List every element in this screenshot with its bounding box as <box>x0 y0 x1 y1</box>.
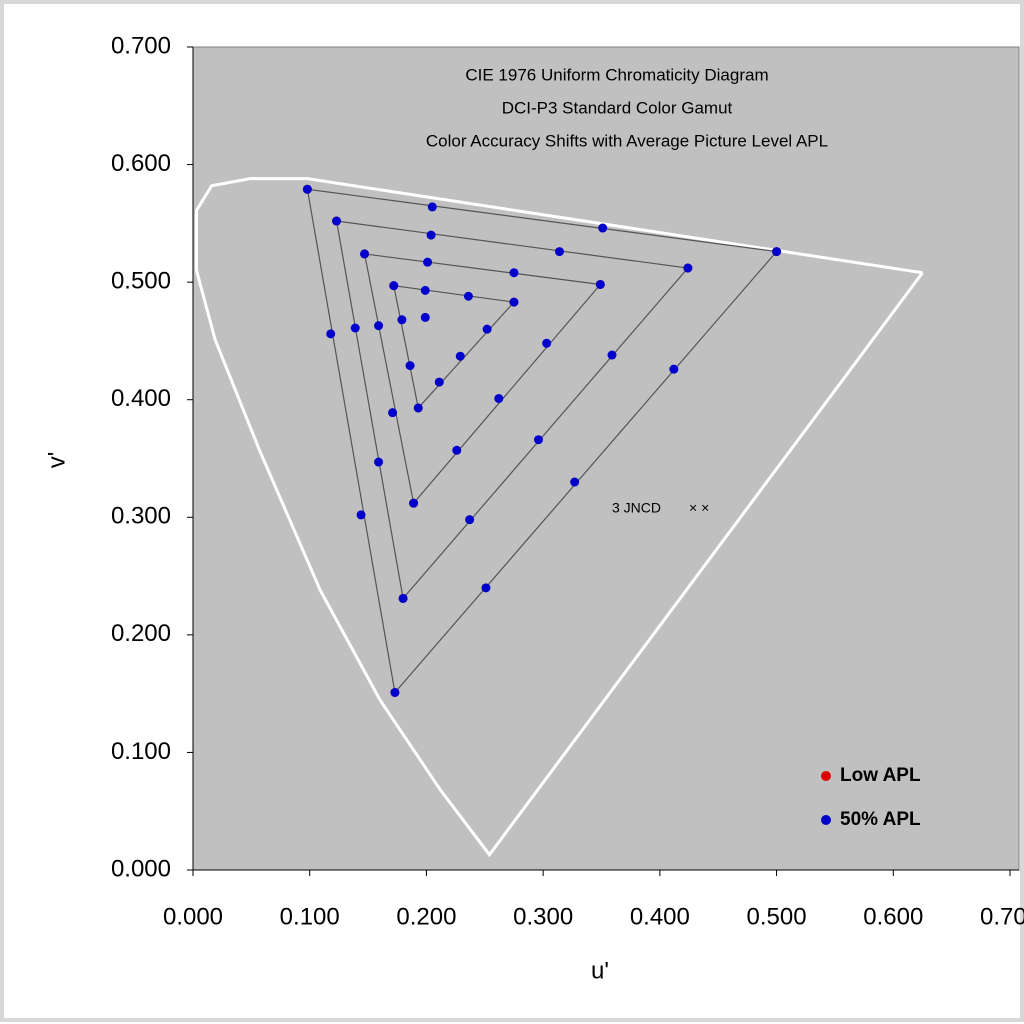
y-tick-label: 0.100 <box>111 738 171 765</box>
gamut-triangle <box>335 220 690 600</box>
data-point <box>683 263 693 273</box>
data-point <box>607 350 617 360</box>
legend-swatch <box>821 771 831 781</box>
data-point <box>423 257 433 267</box>
y-tick-label: 0.600 <box>111 150 171 177</box>
legend-swatch <box>821 815 831 825</box>
x-tick-label: 0.100 <box>280 903 340 930</box>
x-tick-label: 0.600 <box>863 903 923 930</box>
y-tick-label: 0.700 <box>111 32 171 59</box>
data-point <box>420 285 430 295</box>
y-tick-label: 0.000 <box>111 855 171 882</box>
x-tick-label: 0.700 <box>980 903 1024 930</box>
data-point <box>397 315 407 325</box>
data-point <box>452 445 462 455</box>
y-tick-label: 0.500 <box>111 267 171 294</box>
data-point <box>463 291 473 301</box>
chart-title: CIE 1976 Uniform Chromaticity Diagram <box>465 65 768 84</box>
chart-title: DCI-P3 Standard Color Gamut <box>502 98 733 117</box>
data-point <box>360 249 370 259</box>
data-point <box>388 408 398 418</box>
gamut-triangle <box>306 188 778 694</box>
y-tick-label: 0.200 <box>111 620 171 647</box>
data-point <box>465 515 475 525</box>
gamut-triangle <box>393 285 516 410</box>
data-point <box>356 510 366 520</box>
data-point <box>332 216 342 226</box>
x-tick-label: 0.400 <box>630 903 690 930</box>
data-point <box>455 351 465 361</box>
data-point <box>374 457 384 467</box>
y-tick-label: 0.300 <box>111 503 171 530</box>
gamut-triangle <box>363 253 602 505</box>
data-point <box>398 593 408 603</box>
legend-label: 50% APL <box>840 809 921 830</box>
chart-title: Color Accuracy Shifts with Average Pictu… <box>426 131 828 150</box>
x-axis-title: u' <box>591 957 609 984</box>
data-point <box>420 312 430 322</box>
legend-label: Low APL <box>840 765 921 786</box>
data-point <box>427 202 437 212</box>
data-point <box>509 297 519 307</box>
spectral-locus <box>195 177 924 858</box>
data-point <box>570 477 580 487</box>
data-point <box>390 687 400 697</box>
x-tick-label: 0.500 <box>747 903 807 930</box>
data-point <box>413 403 423 413</box>
plot-area <box>192 46 1020 871</box>
y-tick-label: 0.400 <box>111 385 171 412</box>
data-point <box>482 324 492 334</box>
data-point <box>374 321 384 331</box>
data-point <box>426 230 436 240</box>
data-point <box>772 247 782 257</box>
data-point <box>405 361 415 371</box>
x-tick-label: 0.300 <box>513 903 573 930</box>
data-point <box>409 498 419 508</box>
data-point <box>595 279 605 289</box>
annotation: 3 JNCD <box>612 500 661 516</box>
data-point <box>533 435 543 445</box>
data-point <box>509 268 519 278</box>
data-point <box>326 329 336 339</box>
data-point <box>302 184 312 194</box>
data-point <box>542 338 552 348</box>
x-tick-label: 0.000 <box>163 903 223 930</box>
data-point <box>598 223 608 233</box>
data-point <box>350 323 360 333</box>
data-point <box>494 394 504 404</box>
data-point <box>434 377 444 387</box>
annotation-mark: × × <box>689 500 709 516</box>
data-point <box>481 583 491 593</box>
data-point <box>669 364 679 374</box>
x-tick-label: 0.200 <box>396 903 456 930</box>
data-point <box>389 281 399 291</box>
data-point <box>554 247 564 257</box>
y-axis-title: v' <box>43 452 70 469</box>
